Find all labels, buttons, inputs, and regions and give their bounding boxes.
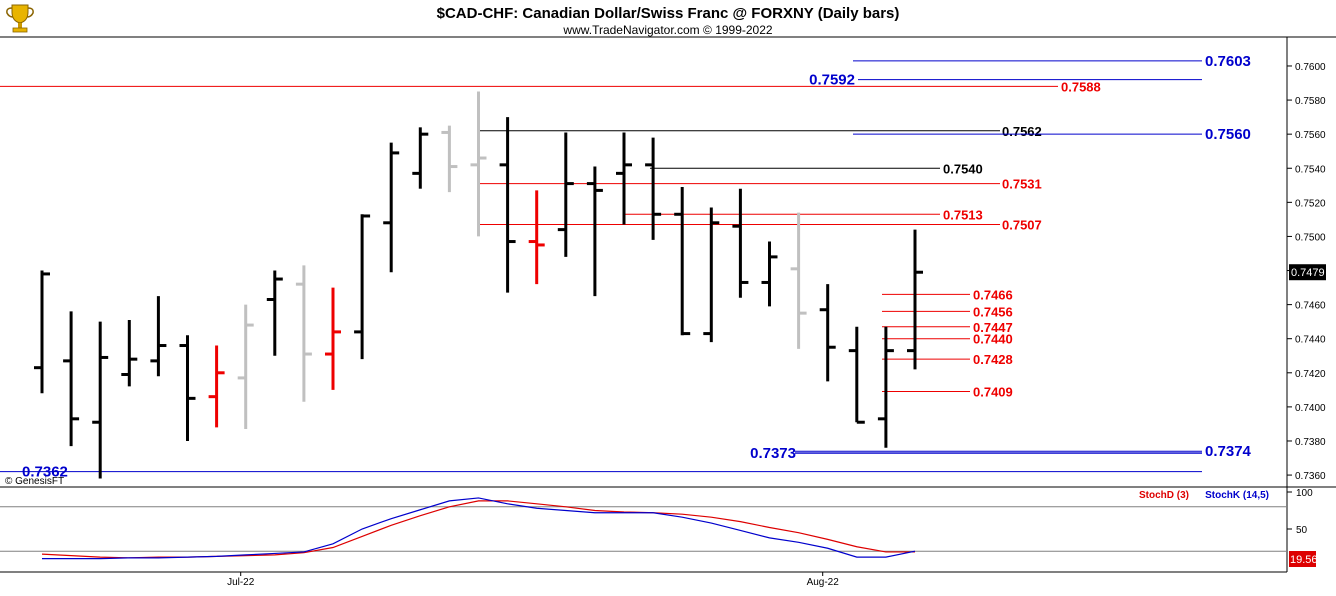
ohlc-bar	[848, 326, 865, 424]
price-axis-tick-label: 0.7520	[1295, 198, 1326, 209]
level-label-0.7374: 0.7374	[1205, 443, 1252, 460]
ohlc-bar	[237, 304, 254, 430]
price-axis-tick-label: 0.7460	[1295, 301, 1326, 312]
ohlc-bar	[295, 265, 312, 402]
ohlc-bar	[208, 345, 225, 428]
legend-stoch-d: StochD (3)	[1139, 490, 1189, 501]
ohlc-bar	[441, 125, 458, 193]
level-label-0.7562: 0.7562	[1002, 124, 1042, 139]
ohlc-bar	[819, 284, 836, 382]
ohlc-bar	[499, 117, 516, 293]
level-lines: 0.7603 0.7592 0.7588 0.7562 0.7560 0.7540 0.75…	[0, 53, 1252, 481]
date-axis-label: Jul-22	[227, 577, 255, 588]
price-axis-tick-label: 0.7540	[1295, 164, 1326, 175]
last-price-tag: 0.7479	[1289, 264, 1326, 281]
price-bars	[34, 91, 923, 479]
price-axis-tick-label: 0.7400	[1295, 403, 1326, 414]
level-label-0.7447: 0.7447	[973, 320, 1013, 335]
level-label-0.7466: 0.7466	[973, 287, 1013, 302]
stoch-series-line-k	[42, 497, 916, 560]
stoch-value-tag-bg	[1289, 551, 1316, 567]
price-axis-tick-label: 0.7560	[1295, 130, 1326, 141]
ohlc-bar	[470, 91, 487, 237]
chart-subtitle: www.TradeNavigator.com © 1999-2022	[562, 23, 772, 37]
price-axis-tick-label: 0.7380	[1295, 437, 1326, 448]
ohlc-bar	[412, 127, 429, 189]
ohlc-bar	[586, 166, 603, 297]
ohlc-bar	[761, 241, 778, 307]
legend-stoch-k: StochK (14,5)	[1205, 490, 1269, 501]
level-label-0.7540: 0.7540	[943, 161, 983, 176]
price-axis-tick-label: 0.7440	[1295, 335, 1326, 346]
date-axis: Jul-22 Aug-22	[227, 572, 839, 588]
level-label-0.7507: 0.7507	[1002, 218, 1042, 233]
ohlc-bar	[674, 187, 691, 336]
level-label-0.7560: 0.7560	[1205, 126, 1251, 143]
price-axis-tick-label: 0.7580	[1295, 96, 1326, 107]
level-label-0.7362: 0.7362	[22, 464, 68, 481]
last-price-tag-bg	[1289, 264, 1326, 281]
level-label-0.7373: 0.7373	[750, 445, 796, 462]
trophy-icon	[6, 4, 34, 33]
watermark: © GenesisFT	[5, 476, 64, 487]
level-label-0.7428: 0.7428	[973, 352, 1013, 367]
stochastic-panel: 100 50	[0, 488, 1313, 560]
level-label-0.7513: 0.7513	[943, 207, 983, 222]
stoch-axis-tick-label: 50	[1296, 525, 1308, 536]
stoch-axis-tick-label: 100	[1296, 488, 1313, 499]
chart-title: $CAD-CHF: Canadian Dollar/Swiss Franc @ …	[437, 5, 900, 22]
ohlc-bar	[121, 319, 138, 387]
price-axis-tick-label: 0.7600	[1295, 62, 1326, 73]
date-axis-label: Aug-22	[807, 577, 840, 588]
price-axis-tick-label: 0.7360	[1295, 471, 1326, 482]
level-label-0.7592: 0.7592	[809, 72, 855, 89]
stoch-value-tag: 19.56	[1289, 551, 1318, 567]
ohlc-bar	[34, 270, 50, 394]
ohlc-bar	[645, 137, 662, 240]
level-label-0.7456: 0.7456	[973, 304, 1013, 319]
ohlc-bar	[63, 311, 80, 447]
ohlc-bar	[354, 214, 371, 360]
ohlc-bar	[877, 326, 894, 448]
price-axis-tick-label: 0.7420	[1295, 369, 1326, 380]
ohlc-bar	[150, 296, 167, 377]
ohlc-bar	[325, 287, 341, 390]
ohlc-bar	[703, 207, 720, 343]
level-label-0.7603: 0.7603	[1205, 53, 1251, 70]
ohlc-bar	[528, 190, 545, 285]
ohlc-bar	[92, 321, 109, 479]
last-price-tag-text: 0.7479	[1291, 267, 1325, 279]
level-label-0.7409: 0.7409	[973, 385, 1013, 400]
level-label-0.7588: 0.7588	[1061, 79, 1101, 94]
level-label-0.7531: 0.7531	[1002, 177, 1042, 192]
ohlc-bar	[616, 132, 632, 225]
ohlc-bar	[732, 188, 749, 298]
ohlc-bar	[790, 212, 807, 349]
ohlc-bar	[907, 229, 923, 370]
stoch-value-tag-text: 19.56	[1290, 554, 1318, 566]
ohlc-bar	[383, 142, 400, 273]
ohlc-bar	[266, 270, 283, 356]
level-label-0.7440: 0.7440	[973, 332, 1013, 347]
ohlc-bar	[179, 335, 196, 441]
price-axis-tick-label: 0.7500	[1295, 232, 1326, 243]
ohlc-bar	[557, 132, 574, 257]
